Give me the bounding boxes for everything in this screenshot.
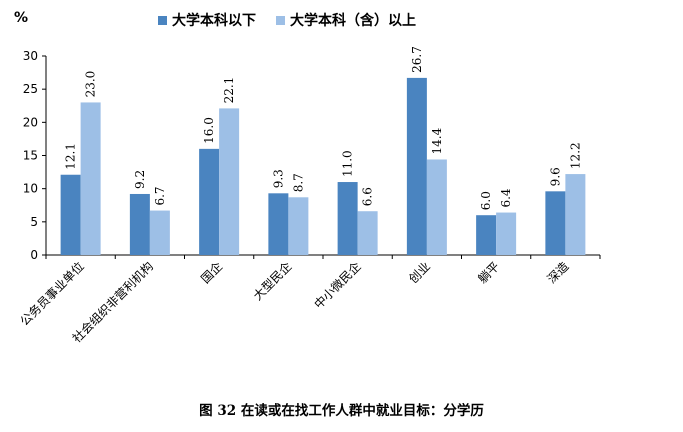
data-label: 9.2: [133, 170, 147, 189]
chart-legend: 大学本科以下 大学本科（含）以上: [158, 10, 416, 30]
y-tick-label: 20: [23, 115, 38, 129]
legend-swatch: [276, 15, 285, 25]
y-tick-label: 15: [23, 149, 38, 163]
x-tick-label: 创业: [406, 259, 433, 286]
x-tick-label: 中小微民企: [311, 259, 364, 312]
bar-1-8: [545, 191, 566, 255]
data-label: 16.0: [202, 117, 216, 144]
y-tick-label: 30: [23, 49, 38, 63]
chart-data-labels: 12.1 23.0 9.2 6.7 16.0 22.1 9.3 8.7 11.0 6.6 26.7 1…: [64, 46, 583, 210]
bar-1-2: [129, 193, 150, 255]
legend-swatch: [158, 15, 167, 25]
data-label: 23.0: [84, 71, 98, 98]
data-label: 6.6: [361, 187, 375, 206]
y-axis-label: %: [14, 10, 28, 26]
legend-label: 大学本科（含）以上: [290, 13, 416, 29]
data-label: 8.7: [291, 173, 305, 192]
bar-2-3: [219, 108, 240, 255]
x-tick-label: 深造: [545, 259, 572, 286]
data-label: 6.4: [499, 188, 513, 207]
bar-2-4: [288, 197, 309, 255]
bar-2-6: [426, 159, 447, 255]
y-tick-label: 5: [30, 215, 38, 229]
data-label: 9.6: [548, 167, 562, 186]
bar-1-5: [337, 182, 358, 255]
x-tick-label: 大型民企: [250, 259, 295, 304]
data-label: 14.4: [430, 127, 444, 154]
bar-2-5: [357, 211, 378, 255]
bar-1-3: [199, 148, 220, 255]
bar-1-7: [476, 215, 497, 255]
bar-2-8: [565, 174, 586, 255]
data-label: 9.3: [271, 169, 285, 188]
y-tick-label: 0: [30, 248, 38, 262]
bar-2-1: [80, 102, 101, 255]
data-label: 6.0: [479, 191, 493, 210]
chart-bars: [60, 77, 586, 255]
bar-1-1: [60, 174, 81, 255]
bar-1-6: [406, 77, 427, 255]
x-tick-label: 国企: [198, 259, 226, 287]
bar-2-2: [149, 210, 170, 255]
legend-item-series-2: 大学本科（含）以上: [276, 10, 416, 30]
data-label: 6.7: [153, 186, 167, 205]
bar-1-4: [268, 193, 289, 255]
x-tick-label: 公务员事业单位: [17, 259, 87, 329]
y-tick-label: 10: [23, 182, 38, 196]
figure-caption: 图 32 在读或在找工作人群中就业目标：分学历: [199, 403, 484, 419]
bar-2-7: [496, 212, 517, 255]
data-label: 12.2: [568, 142, 582, 169]
data-label: 11.0: [341, 150, 355, 177]
y-tick-label: 25: [23, 82, 38, 96]
data-label: 12.1: [64, 143, 78, 170]
legend-label: 大学本科以下: [172, 13, 256, 29]
data-label: 26.7: [410, 46, 424, 73]
x-tick-label: 躺平: [475, 259, 503, 287]
chart-axes: [42, 55, 601, 259]
legend-item-series-1: 大学本科以下: [158, 10, 256, 30]
data-label: 22.1: [222, 77, 236, 104]
